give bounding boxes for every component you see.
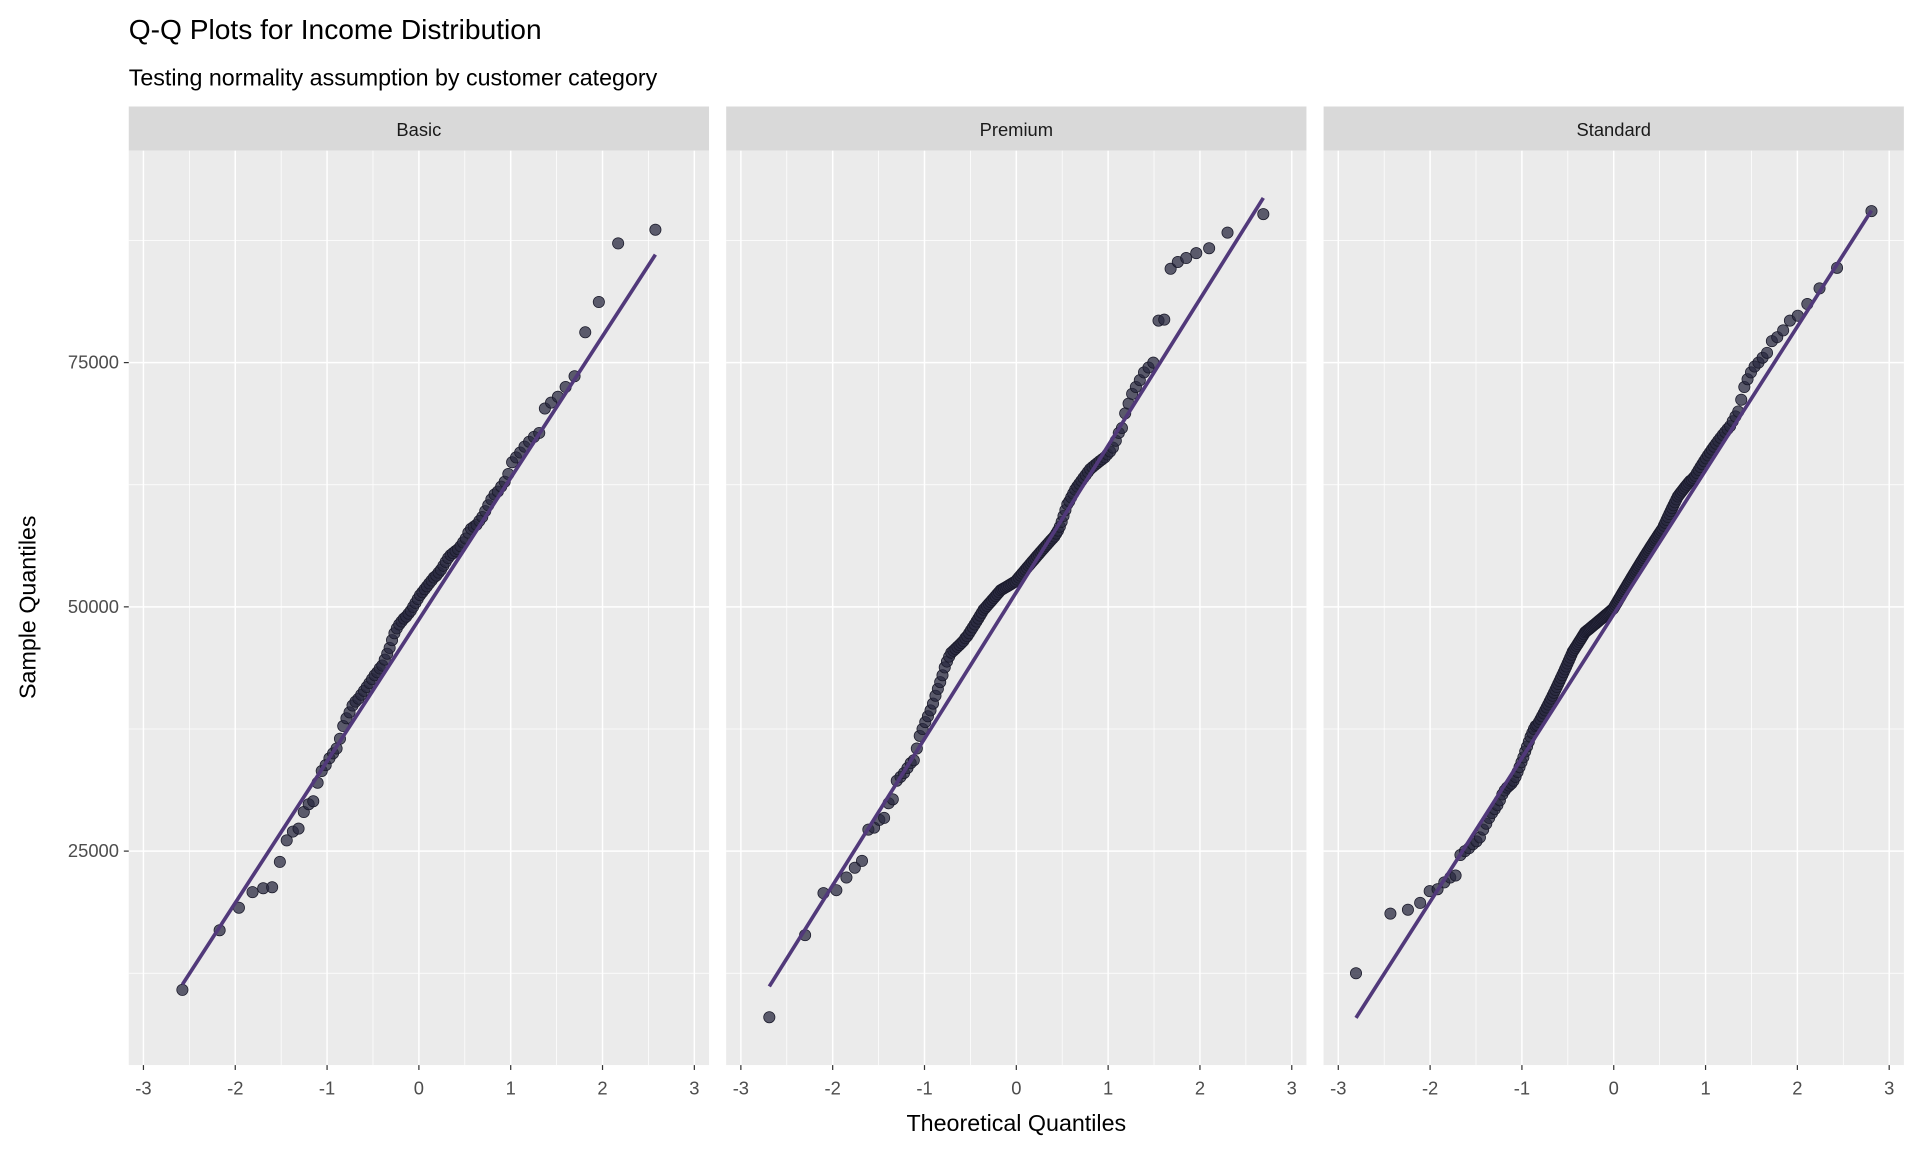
qq-point — [246, 886, 259, 899]
qq-point — [273, 855, 286, 868]
qq-point — [1190, 247, 1203, 260]
x-tick-label: -2 — [1422, 1077, 1438, 1098]
qq-point — [649, 223, 662, 236]
x-tick-label: 2 — [1195, 1077, 1205, 1098]
qq-point — [1350, 967, 1363, 980]
chart-title: Q-Q Plots for Income Distribution — [129, 14, 542, 45]
x-tick-label: -3 — [135, 1077, 151, 1098]
x-tick-label: -3 — [1330, 1077, 1346, 1098]
qq-point — [592, 296, 605, 309]
y-tick-label: 25000 — [68, 840, 119, 861]
qq-point — [1257, 208, 1270, 221]
x-tick-label: 1 — [1700, 1077, 1710, 1098]
qq-point — [1761, 346, 1774, 359]
qq-reference-line — [180, 253, 657, 986]
facet-strip-label: Basic — [396, 119, 441, 140]
x-tick-label: -2 — [227, 1077, 243, 1098]
y-tick-label: 75000 — [68, 352, 119, 373]
x-tick-label: 2 — [1792, 1077, 1802, 1098]
facet-strip-label: Premium — [980, 119, 1053, 140]
qq-point — [1735, 393, 1748, 406]
qq-point — [878, 811, 891, 824]
x-tick-label: 0 — [414, 1077, 424, 1098]
facet-strip — [1323, 106, 1904, 151]
qq-point — [763, 1011, 776, 1024]
qq-point — [856, 854, 869, 867]
qq-point — [579, 326, 592, 339]
x-tick-label: 0 — [1609, 1077, 1619, 1098]
facet-strip — [128, 106, 710, 151]
qq-point — [1180, 252, 1193, 265]
x-tick-label: -1 — [319, 1077, 335, 1098]
qq-point — [840, 871, 853, 884]
qq-point — [1158, 313, 1171, 326]
x-axis-title: Theoretical Quantiles — [906, 1110, 1126, 1136]
qq-point — [176, 983, 189, 996]
x-tick-label: 1 — [506, 1077, 516, 1098]
qq-point — [1401, 903, 1414, 916]
qq-point — [1221, 226, 1234, 239]
x-tick-label: 3 — [1287, 1077, 1297, 1098]
x-tick-label: -1 — [1514, 1077, 1530, 1098]
x-tick-label: 2 — [597, 1077, 607, 1098]
facet-strip-label: Standard — [1576, 119, 1651, 140]
x-tick-label: -1 — [916, 1077, 932, 1098]
qq-point — [280, 834, 293, 847]
chart-subtitle: Testing normality assumption by customer… — [129, 65, 658, 91]
x-tick-label: 1 — [1103, 1077, 1113, 1098]
facet-standard: Standard -3 -2 -1 0 1 2 3 — [1323, 106, 1904, 1098]
qq-point — [1384, 907, 1397, 920]
y-axis-title: Sample Quantiles — [15, 515, 41, 699]
y-tick-label: 50000 — [68, 596, 119, 617]
x-tick-label: 3 — [689, 1077, 699, 1098]
qq-point — [266, 881, 279, 894]
x-tick-label: -2 — [825, 1077, 841, 1098]
facet-premium: Premium -3 -2 -1 0 1 2 3 — [726, 106, 1307, 1098]
x-tick-label: -3 — [733, 1077, 749, 1098]
qq-reference-line — [767, 196, 1265, 988]
qq-point — [612, 237, 625, 250]
x-tick-label: 0 — [1011, 1077, 1021, 1098]
facet-strip — [726, 106, 1307, 151]
qq-point — [1414, 896, 1427, 909]
qq-point — [292, 822, 305, 835]
x-tick-label: 3 — [1884, 1077, 1894, 1098]
y-axis: 25000 50000 75000 — [68, 352, 129, 861]
facet-basic: Basic -3 -2 -1 0 1 2 3 — [128, 106, 710, 1098]
qq-reference-line — [1354, 209, 1874, 1019]
qq-point — [1203, 242, 1216, 255]
qq-point — [1449, 869, 1462, 882]
qq-point — [1777, 324, 1790, 337]
qq-point — [307, 795, 320, 808]
